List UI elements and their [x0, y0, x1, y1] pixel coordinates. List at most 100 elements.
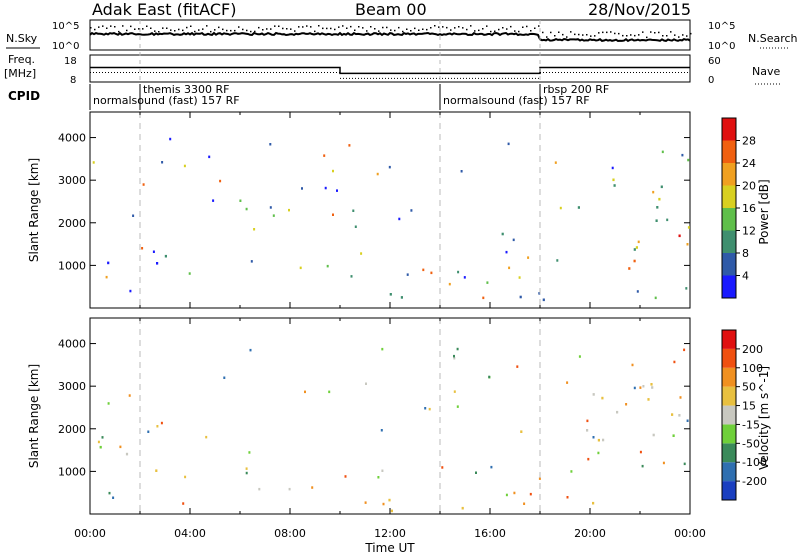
- noise-dot: [614, 32, 616, 35]
- x-tick-label: 20:00: [574, 527, 606, 540]
- scatter-cell: [269, 206, 272, 209]
- noise-dot: [294, 30, 296, 32]
- noise-dot: [274, 25, 276, 27]
- noise-dot: [122, 25, 124, 27]
- noise-dot: [470, 25, 472, 27]
- nsky-label: N.Sky: [6, 32, 38, 45]
- scatter-cell: [661, 150, 664, 154]
- data-cell: [390, 509, 393, 513]
- nave-tick-60: 60: [708, 56, 721, 67]
- noise-dot: [466, 28, 468, 31]
- velocity-data-layer: [97, 347, 689, 513]
- noise-dot: [210, 30, 212, 33]
- noise-dot: [158, 31, 160, 33]
- scatter-cell: [475, 471, 477, 474]
- velocity-panel: [89, 317, 691, 515]
- colorbar-tick-label: -100: [742, 456, 767, 469]
- noise-dot: [226, 29, 228, 32]
- scatter-cell: [245, 467, 248, 470]
- scatter-cell: [636, 290, 639, 293]
- scatter-cell: [398, 217, 401, 221]
- noise-dot: [530, 30, 532, 32]
- noise-dot: [338, 26, 340, 28]
- colorbar-swatch: [722, 163, 736, 186]
- colorbar-tick-label: 15: [742, 400, 756, 413]
- noise-dot: [394, 29, 396, 32]
- data-cell: [107, 261, 110, 265]
- scatter-cell: [587, 457, 590, 461]
- colorbar-swatch: [722, 208, 736, 231]
- data-cell: [461, 506, 464, 510]
- noise-dot: [434, 25, 436, 27]
- y-tick-label: 1000: [58, 259, 86, 272]
- noise-dot: [262, 29, 264, 31]
- colorbar-tick-label: 200: [742, 343, 763, 356]
- scatter-cell: [611, 166, 614, 170]
- noise-dot: [438, 26, 440, 28]
- data-cell: [597, 438, 600, 442]
- noise-dot: [326, 27, 328, 30]
- noise-dot: [118, 30, 120, 33]
- scatter-cell: [376, 172, 379, 176]
- data-cell: [628, 267, 631, 270]
- scatter-cell: [686, 419, 689, 422]
- noise-dot: [106, 27, 108, 29]
- cpid-label: normalsound (fast) 157 RF: [93, 94, 240, 107]
- colorbar-swatch: [722, 405, 736, 425]
- scatter-cell: [323, 154, 326, 157]
- colorbar-swatch: [722, 443, 736, 463]
- colorbar-tick-label: -15: [742, 418, 760, 431]
- scatter-cell: [683, 462, 686, 466]
- scatter-cell: [625, 403, 628, 406]
- noise-dot: [670, 31, 672, 33]
- colorbar-tick-label: 24: [742, 157, 756, 170]
- scatter-cell: [516, 365, 519, 368]
- noise-dot: [386, 26, 388, 29]
- scatter-cell: [380, 429, 383, 432]
- data-cell: [656, 206, 659, 209]
- noise-dot: [590, 35, 592, 37]
- data-cell: [389, 293, 392, 296]
- noise-dot: [162, 27, 164, 29]
- noise-dot: [646, 36, 648, 39]
- scatter-cell: [512, 238, 515, 242]
- colorbar-swatch: [722, 367, 736, 387]
- scatter-cell: [456, 347, 459, 351]
- noise-dot: [458, 26, 460, 28]
- data-cell: [156, 262, 159, 265]
- power-colorbar: 4 8 12 16 20 24 28: [721, 117, 756, 299]
- scatter-cell: [132, 214, 135, 217]
- scatter-cell: [249, 348, 252, 352]
- scatter-cell: [490, 465, 493, 469]
- date-label: 28/Nov/2015: [588, 0, 691, 19]
- colorbar-swatch: [722, 230, 736, 253]
- colorbar-tick-label: 12: [742, 225, 756, 238]
- y-tick-label: 4000: [58, 132, 86, 145]
- scatter-cell: [250, 260, 253, 263]
- scatter-cell: [381, 347, 384, 351]
- scatter-cell: [348, 144, 351, 147]
- data-cell: [125, 452, 129, 456]
- noise-dot: [682, 34, 684, 36]
- noise-dot: [246, 29, 248, 32]
- data-cell: [655, 219, 658, 222]
- noise-dot: [454, 27, 456, 29]
- noise-dot: [666, 35, 668, 37]
- cpid-label: normalsound (fast) 157 RF: [443, 94, 590, 107]
- nave-label: Nave: [752, 65, 780, 78]
- nsky-trace: [89, 31, 691, 43]
- scatter-cell: [147, 430, 150, 433]
- data-cell: [650, 383, 653, 386]
- data-cell: [519, 295, 522, 299]
- freq-traces: [90, 66, 690, 79]
- velocity-colorbar: 200 100 50 15 -15 -50 -100 -200: [721, 329, 767, 501]
- scatter-cell: [666, 218, 669, 222]
- noise-dot: [330, 27, 332, 30]
- scatter-cell: [538, 477, 541, 480]
- scatter-cell: [642, 385, 645, 388]
- noise-dot: [550, 31, 552, 34]
- noise-dot: [98, 26, 100, 28]
- noise-dot: [426, 28, 428, 31]
- noise-dot: [502, 27, 504, 29]
